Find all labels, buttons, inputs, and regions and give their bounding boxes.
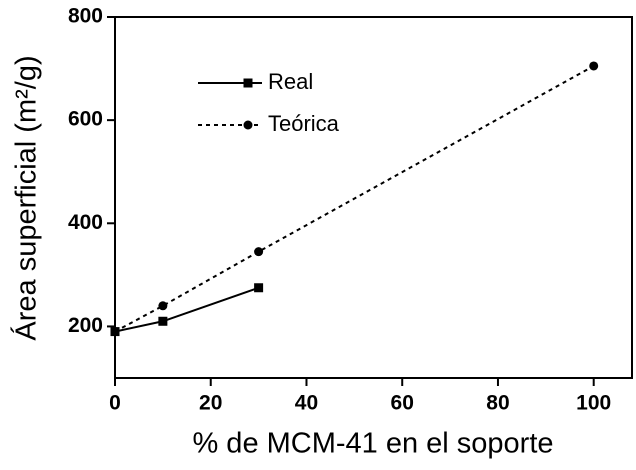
y-tick-label: 600 — [68, 108, 103, 131]
series-line — [114, 286, 259, 333]
plot-frame — [114, 16, 633, 379]
data-point — [158, 316, 168, 326]
x-tick-label: 100 — [576, 392, 611, 415]
legend-label: Real — [268, 69, 313, 94]
legend-marker — [243, 120, 253, 130]
x-tick-label: 20 — [199, 392, 222, 415]
data-point — [254, 283, 264, 293]
x-tick-label: 0 — [109, 392, 121, 415]
x-tick-label: 80 — [486, 392, 509, 415]
data-point — [589, 61, 599, 71]
y-tick-label: 200 — [68, 314, 103, 337]
x-axis-title: % de MCM-41 en el soporte — [192, 428, 553, 460]
y-tick-label: 800 — [68, 5, 103, 28]
data-point — [110, 327, 120, 337]
data-point — [254, 247, 264, 257]
x-tick-label: 40 — [295, 392, 318, 415]
y-tick-label: 400 — [68, 211, 103, 234]
x-tick-label: 60 — [391, 392, 414, 415]
legend-label: Teórica — [268, 111, 340, 136]
data-point — [158, 301, 168, 311]
series-line — [114, 65, 595, 333]
legend-marker — [243, 78, 253, 88]
y-axis-title: Área superficial (m²/g) — [10, 55, 43, 340]
